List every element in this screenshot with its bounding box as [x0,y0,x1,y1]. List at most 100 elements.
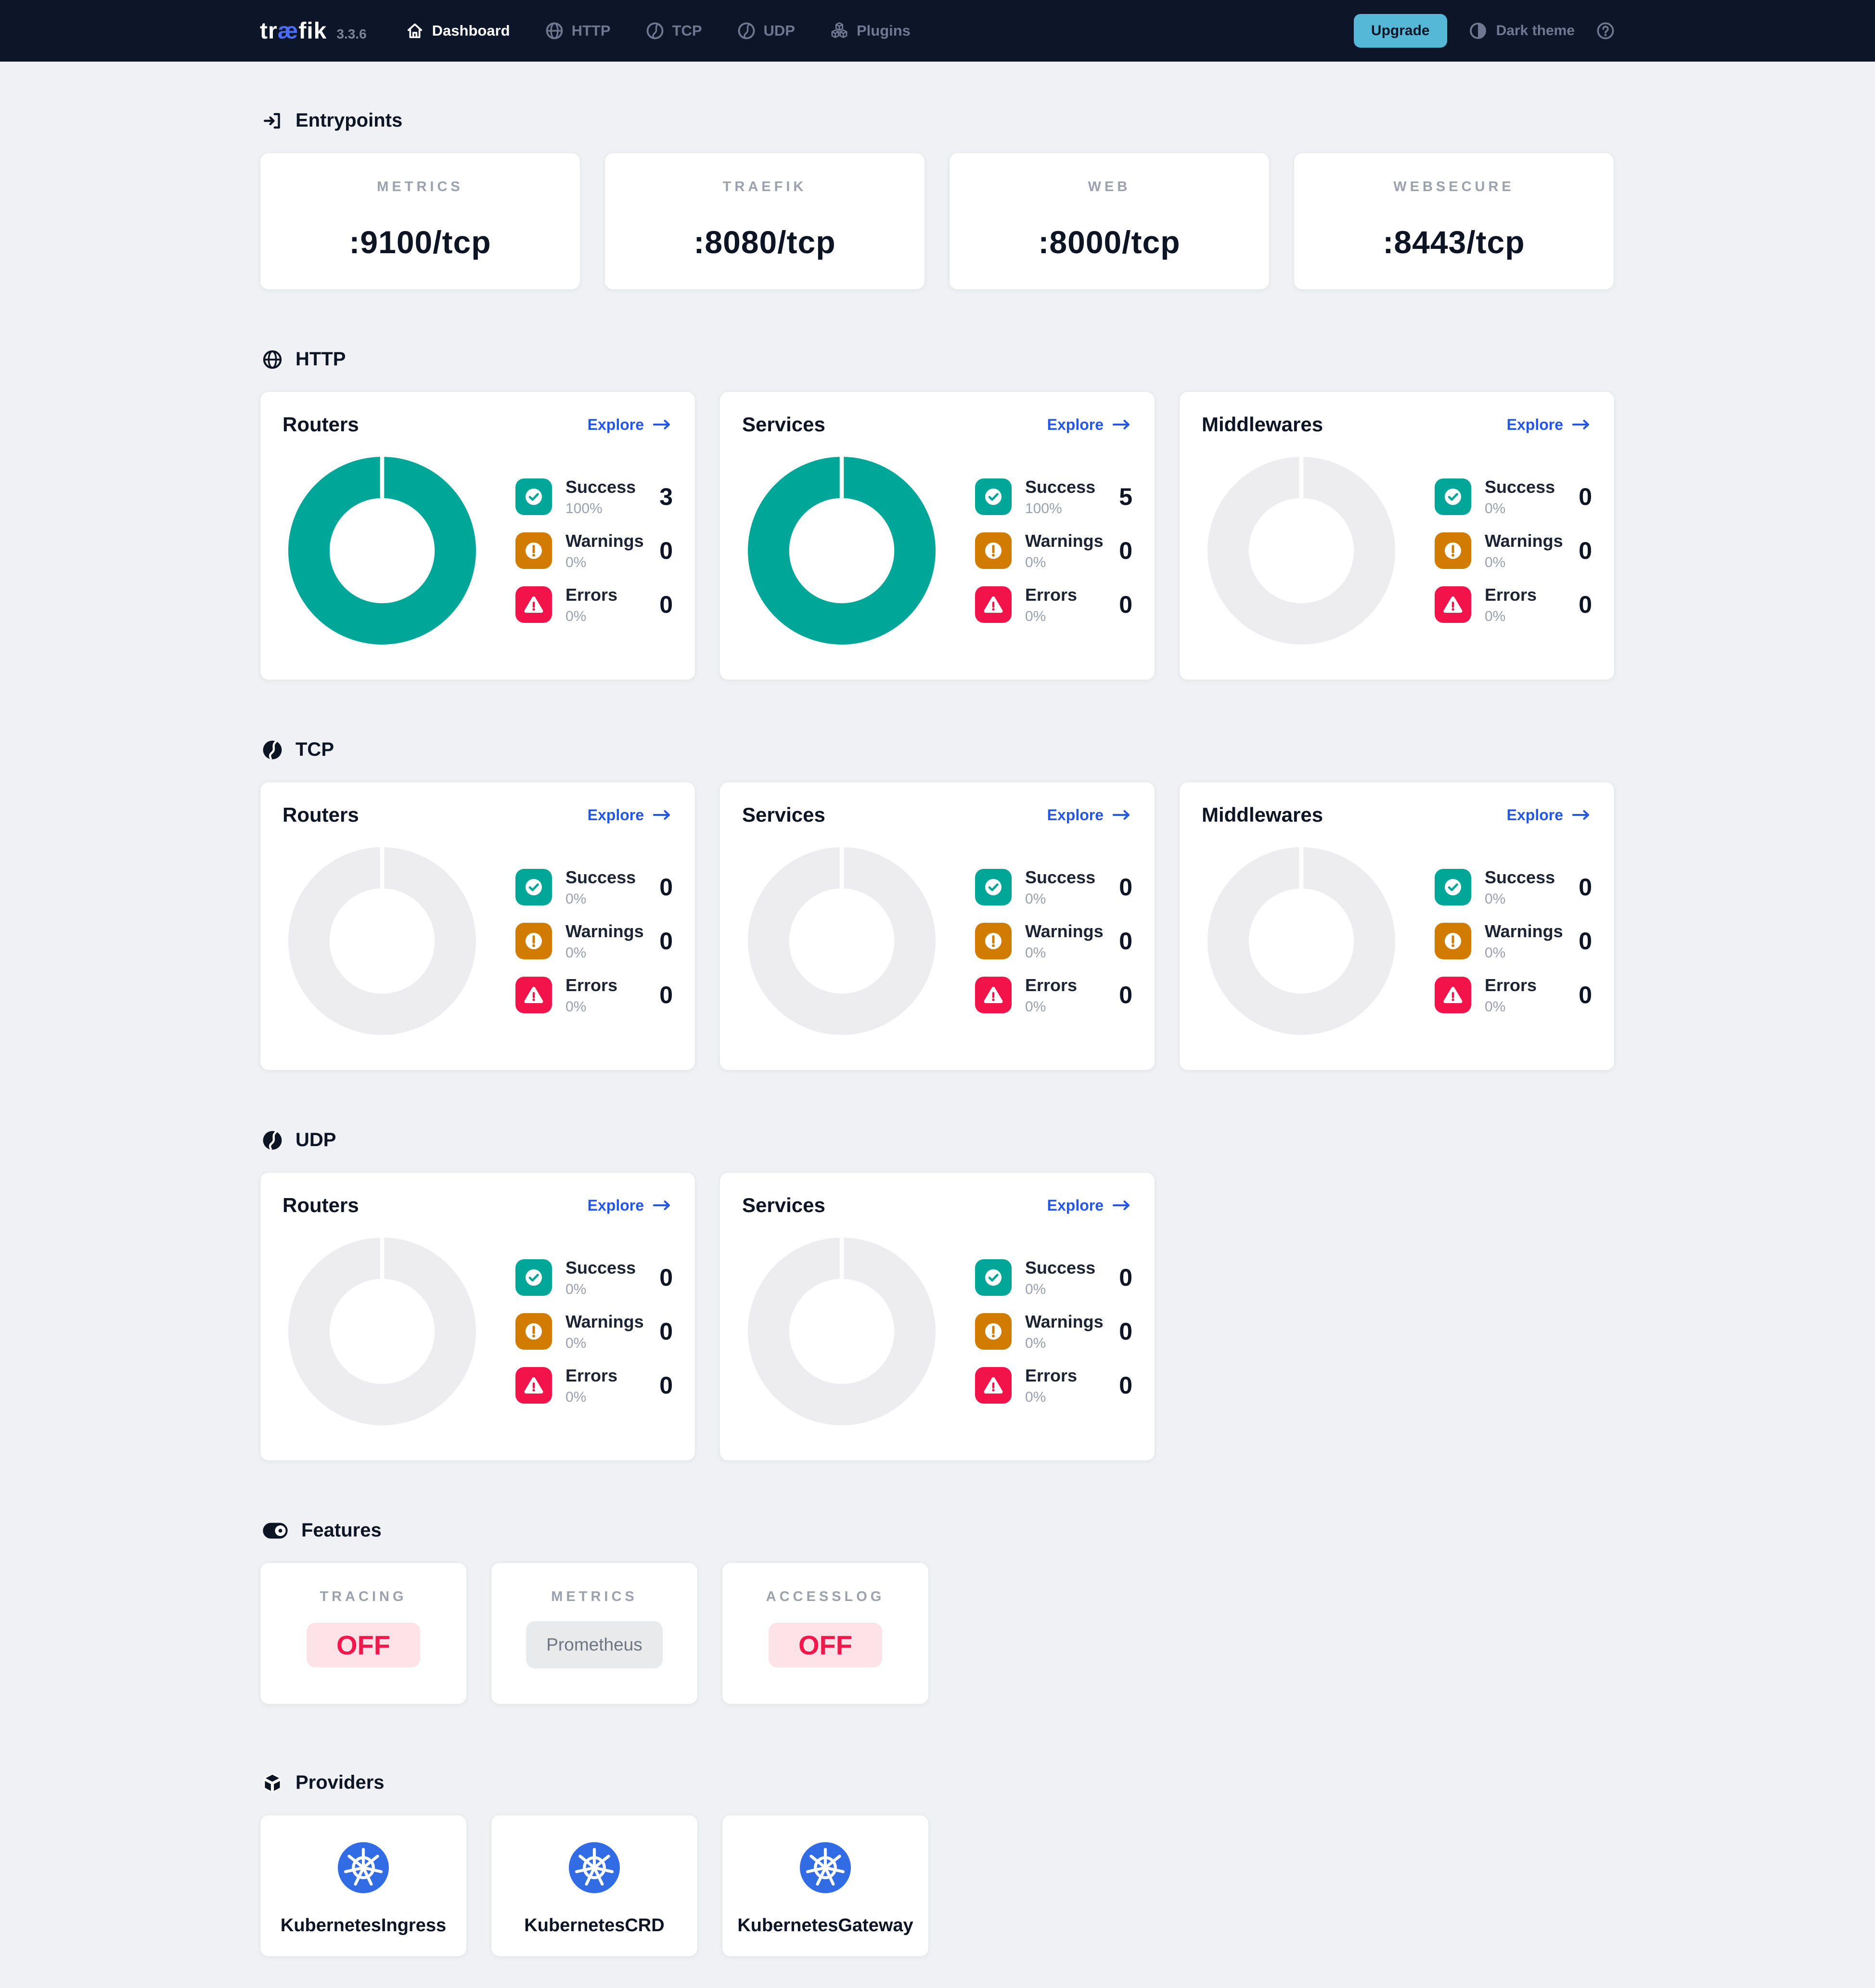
legend-count: 0 [659,928,673,955]
legend-percentage: 0% [1025,608,1046,624]
explore-link[interactable]: Explore [588,806,673,824]
warning-badge-icon [975,532,1012,569]
explore-link[interactable]: Explore [1047,1197,1132,1214]
stat-card-body: Success 100% 3 Warnings 0% 0 Errors 0% 0 [283,441,673,660]
legend-row: Success 100% 5 [975,477,1132,517]
stat-card-title: Routers [283,413,359,436]
theme-toggle[interactable]: Dark theme [1468,21,1575,40]
success-badge-icon [1435,478,1471,515]
version-label: 3.3.6 [336,26,367,41]
legend-row: Errors 0% 0 [1435,585,1592,625]
nav-item-tcp[interactable]: TCP [645,21,702,40]
legend-percentage: 0% [1025,891,1046,907]
routers-stat-card: Routers Explore Success 100% 3 Warnings … [260,391,695,680]
entrypoint-port: :8080/tcp [693,224,836,260]
legend-percentage: 0% [1485,944,1506,961]
nav-item-http[interactable]: HTTP [545,21,611,40]
features-heading: Features [262,1520,1615,1541]
stat-card-body: Success 0% 0 Warnings 0% 0 Errors 0% 0 [283,1222,673,1441]
stat-card-title: Services [742,803,825,826]
legend-label: Success [1025,867,1096,887]
legend-percentage: 0% [565,891,587,907]
entrypoint-card: TRAEFIK :8080/tcp [604,153,925,290]
help-button[interactable] [1596,21,1615,40]
explore-link[interactable]: Explore [1047,806,1132,824]
provider-card: KubernetesCRD [491,1815,698,1957]
explore-link[interactable]: Explore [1047,416,1132,434]
warning-badge-icon [1435,923,1471,959]
legend-label: Warnings [1485,921,1563,941]
warning-badge-icon [1435,532,1471,569]
legend-percentage: 0% [565,608,587,624]
entrypoint-port: :8443/tcp [1383,224,1525,260]
explore-link[interactable]: Explore [588,416,673,434]
legend-row: Success 0% 0 [975,867,1132,907]
legend-label: Errors [565,584,618,605]
legend-percentage: 100% [565,500,603,516]
legend-label: Errors [1025,975,1078,995]
legend-label: Success [565,477,636,497]
entrypoints-cards: METRICS :9100/tcp TRAEFIK :8080/tcp WEB … [260,153,1615,290]
arrow-right-icon [1111,1198,1132,1213]
explore-link[interactable]: Explore [1507,416,1592,434]
feature-status-badge: OFF [769,1622,882,1667]
legend-count: 0 [659,1372,673,1399]
entrypoint-name: WEBSECURE [1393,179,1515,194]
stat-card-header: Routers Explore [283,1194,673,1217]
traefik-logo[interactable]: træfik [260,18,327,44]
services-stat-card: Services Explore Success 0% 0 Warnings 0… [719,1172,1155,1461]
upgrade-button[interactable]: Upgrade [1353,14,1447,48]
stat-legend: Success 100% 5 Warnings 0% 0 Errors 0% 0 [975,477,1132,625]
legend-count: 0 [1579,537,1592,564]
section-tcp: TCP Routers Explore Success 0% 0 Warning… [260,739,1615,1071]
legend-label: Warnings [1025,1311,1104,1331]
legend-count: 0 [1119,537,1132,564]
provider-name: KubernetesGateway [737,1915,913,1936]
kubernetes-icon [569,1842,620,1893]
tcp-ball-icon [645,21,665,40]
legend-label: Errors [1025,584,1078,605]
toggle-icon [262,1520,289,1541]
explore-link[interactable]: Explore [1507,806,1592,824]
arrow-right-icon [1111,417,1132,432]
home-icon [405,21,424,40]
stat-card-header: Services Explore [742,803,1132,826]
legend-row: Warnings 0% 0 [1435,921,1592,961]
feature-name: ACCESSLOG [766,1589,885,1604]
error-badge-icon [1435,586,1471,623]
legend-count: 0 [659,591,673,618]
legend-label: Success [1025,1257,1096,1278]
legend-row: Errors 0% 0 [515,975,673,1015]
legend-percentage: 0% [1025,1389,1046,1405]
feature-name: METRICS [551,1589,638,1604]
legend-label: Warnings [1025,921,1104,941]
legend-count: 0 [1119,928,1132,955]
legend-row: Success 0% 0 [515,867,673,907]
explore-link[interactable]: Explore [588,1197,673,1214]
entrypoint-card: WEBSECURE :8443/tcp [1294,153,1614,290]
middlewares-stat-card: Middlewares Explore Success 0% 0 Warning… [1179,391,1615,680]
stat-card-body: Success 0% 0 Warnings 0% 0 Errors 0% 0 [1202,831,1592,1051]
nav-item-plugins[interactable]: Plugins [830,21,911,40]
legend-count: 0 [1119,591,1132,618]
globe-icon [545,21,564,40]
entrypoint-port: :8000/tcp [1038,224,1181,260]
legend-row: Warnings 0% 0 [515,1312,673,1352]
legend-label: Warnings [565,1311,644,1331]
feature-status-badge: OFF [307,1622,420,1667]
stat-card-title: Services [742,413,825,436]
legend-count: 0 [1119,981,1132,1008]
legend-label: Warnings [1025,530,1104,551]
cubes-icon [830,21,849,40]
stat-legend: Success 0% 0 Warnings 0% 0 Errors 0% 0 [1435,867,1592,1015]
legend-label: Success [565,1257,636,1278]
legend-label: Errors [565,975,618,995]
success-badge-icon [975,478,1012,515]
nav-item-udp[interactable]: UDP [737,21,795,40]
feature-name: TRACING [320,1589,407,1604]
nav-item-dashboard[interactable]: Dashboard [405,21,510,40]
legend-row: Errors 0% 0 [515,585,673,625]
section-http: HTTP Routers Explore Success 100% 3 Warn… [260,349,1615,680]
entrypoint-name: TRAEFIK [722,179,807,194]
legend-count: 0 [659,874,673,901]
